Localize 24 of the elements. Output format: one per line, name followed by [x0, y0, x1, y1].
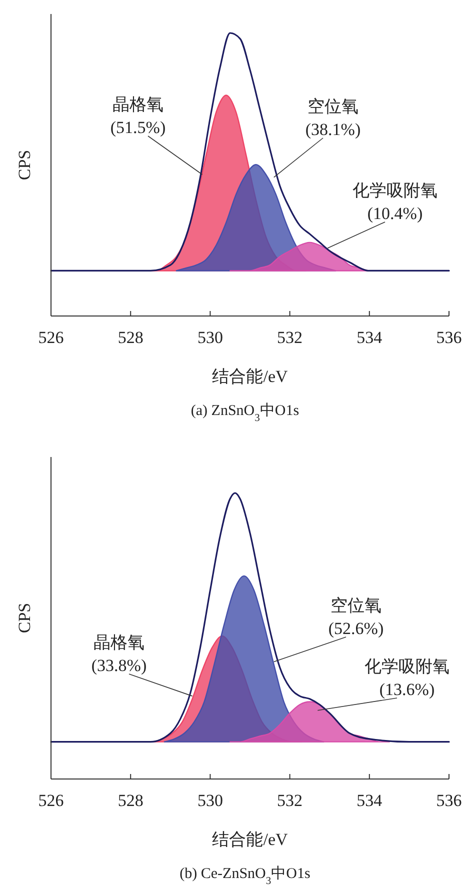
annotation: 化学吸附氧 (13.6%) [364, 657, 450, 699]
x-tick-label: 532 [277, 791, 303, 810]
annotation: 晶格氧 (33.8%) [91, 633, 147, 675]
x-tick-label: 526 [38, 328, 64, 347]
x-tick-label: 526 [38, 791, 64, 810]
y-axis-title: CPS [15, 602, 34, 634]
annotation: 晶格氧 (51.5%) [110, 95, 166, 137]
annotation: 空位氧 (38.1%) [305, 97, 361, 139]
x-tick-label: 528 [118, 328, 144, 347]
x-tick-label: 528 [118, 791, 144, 810]
x-tick-label: 532 [277, 328, 303, 347]
x-tick-label: 534 [356, 328, 383, 347]
x-tick-label: 536 [436, 791, 462, 810]
x-tick-label: 530 [197, 328, 223, 347]
x-axis-title: 结合能/eV [212, 830, 288, 849]
annotation: 化学吸附氧 (10.4%) [352, 181, 438, 223]
x-tick-label: 534 [356, 791, 383, 810]
annotation: 空位氧 (52.6%) [328, 596, 384, 638]
x-tick-label: 536 [436, 328, 462, 347]
x-axis-title: 结合能/eV [212, 367, 288, 386]
x-tick-label: 530 [197, 791, 223, 810]
text: (b) Ce-ZnSnO$_{3}$中O1s [180, 865, 310, 886]
text: (a) ZnSnO$_{3}$中O1s [190, 402, 300, 424]
y-axis-title: CPS [15, 150, 34, 180]
